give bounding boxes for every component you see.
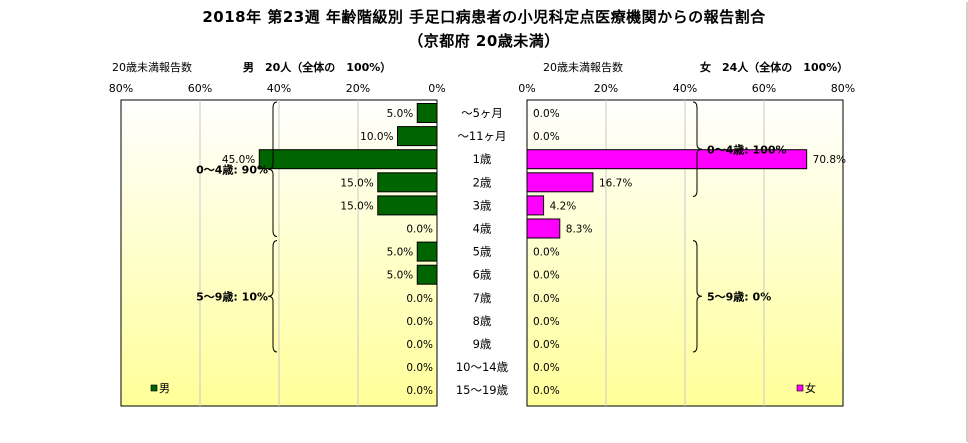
male-bar-label: 0.0% [406, 293, 433, 305]
female-bar-label: 0.0% [533, 316, 560, 328]
female-bar [526, 218, 561, 239]
group-bracket [692, 101, 703, 197]
female-bar-label: 0.0% [533, 270, 560, 282]
female-bar [526, 195, 545, 216]
female-header: 女 24人（全体の 100%） [700, 60, 848, 74]
chart-subtitle: （京都府 20歳未満） [408, 32, 560, 50]
x-tick-label: 80% [831, 82, 855, 95]
category-label: 1歳 [473, 152, 492, 166]
category-label: 5歳 [473, 245, 492, 259]
category-label: 9歳 [473, 337, 492, 351]
female-bar-label: 0.0% [533, 131, 560, 143]
x-tick-label: 0% [428, 82, 445, 95]
category-label: 3歳 [473, 198, 492, 212]
female-bar-label: 0.0% [533, 339, 560, 351]
category-label: ～5ヶ月 [461, 106, 503, 120]
female-bar-label: 0.0% [533, 247, 560, 259]
category-label: 6歳 [473, 268, 492, 282]
female-bar-label: 0.0% [533, 108, 560, 120]
female-bar-label: 8.3% [566, 224, 593, 236]
female-legend-swatch [796, 384, 804, 392]
x-tick-label: 60% [188, 82, 212, 95]
male-bar-label: 0.0% [406, 339, 433, 351]
category-label: 10～14歳 [456, 360, 509, 374]
male-bar [416, 264, 438, 285]
x-tick-label: 40% [267, 82, 291, 95]
male-bar [258, 149, 438, 170]
female-bar [526, 149, 808, 170]
male-bar-label: 15.0% [340, 200, 373, 212]
female-bar-label: 0.0% [533, 362, 560, 374]
male-header: 男 20人（全体の 100%） [243, 60, 391, 74]
x-tick-label: 20% [346, 82, 370, 95]
male-bar-label: 0.0% [406, 385, 433, 397]
male-count-label: 20歳未満報告数 [112, 61, 192, 74]
group-bracket [267, 240, 278, 353]
x-tick-label: 20% [594, 82, 618, 95]
category-label: 15～19歳 [456, 383, 509, 397]
group-bracket [692, 240, 703, 353]
male-bar [377, 195, 438, 216]
female-bar-label: 4.2% [550, 200, 577, 212]
x-tick-label: 80% [109, 82, 133, 95]
female-group-label: 5～9歳: 0% [707, 289, 771, 303]
female-bar-label: 0.0% [533, 293, 560, 305]
female-bar-label: 70.8% [813, 154, 846, 166]
x-tick-label: 60% [752, 82, 776, 95]
male-bar-label: 0.0% [406, 224, 433, 236]
group-bracket [267, 101, 278, 237]
female-bar-label: 16.7% [599, 177, 632, 189]
male-bar-label: 15.0% [340, 177, 373, 189]
female-count-label: 20歳未満報告数 [543, 61, 623, 74]
male-bar-label: 10.0% [360, 131, 393, 143]
category-label: 7歳 [473, 291, 492, 305]
male-group-label: 0～4歳: 90% [196, 162, 268, 176]
male-legend-swatch [150, 384, 158, 392]
female-legend-label: 女 [805, 381, 816, 395]
category-label: 2歳 [473, 175, 492, 189]
category-label: ～11ヶ月 [457, 129, 506, 143]
male-bar [397, 126, 438, 147]
x-tick-label: 40% [673, 82, 697, 95]
category-label: 4歳 [473, 222, 492, 236]
male-bar [377, 172, 438, 193]
male-bar-label: 5.0% [387, 247, 414, 259]
male-bar [416, 241, 438, 262]
frame-edge [966, 2, 968, 442]
x-tick-label: 0% [518, 82, 535, 95]
chart-title: 2018年 第23週 年齢階級別 手足口病患者の小児科定点医療機関からの報告割合 [202, 8, 766, 26]
male-bar-label: 5.0% [387, 108, 414, 120]
male-bar [416, 103, 438, 123]
male-legend-label: 男 [159, 382, 170, 395]
male-bar-label: 45.0% [222, 154, 255, 166]
male-bar-label: 0.0% [406, 316, 433, 328]
female-bar-label: 0.0% [533, 385, 560, 397]
female-group-label: 0～4歳: 100% [707, 142, 787, 156]
male-bar-label: 5.0% [387, 270, 414, 282]
category-label: 8歳 [473, 314, 492, 328]
male-group-label: 5～9歳: 10% [196, 289, 268, 303]
female-bar [526, 172, 594, 193]
male-bar-label: 0.0% [406, 362, 433, 374]
